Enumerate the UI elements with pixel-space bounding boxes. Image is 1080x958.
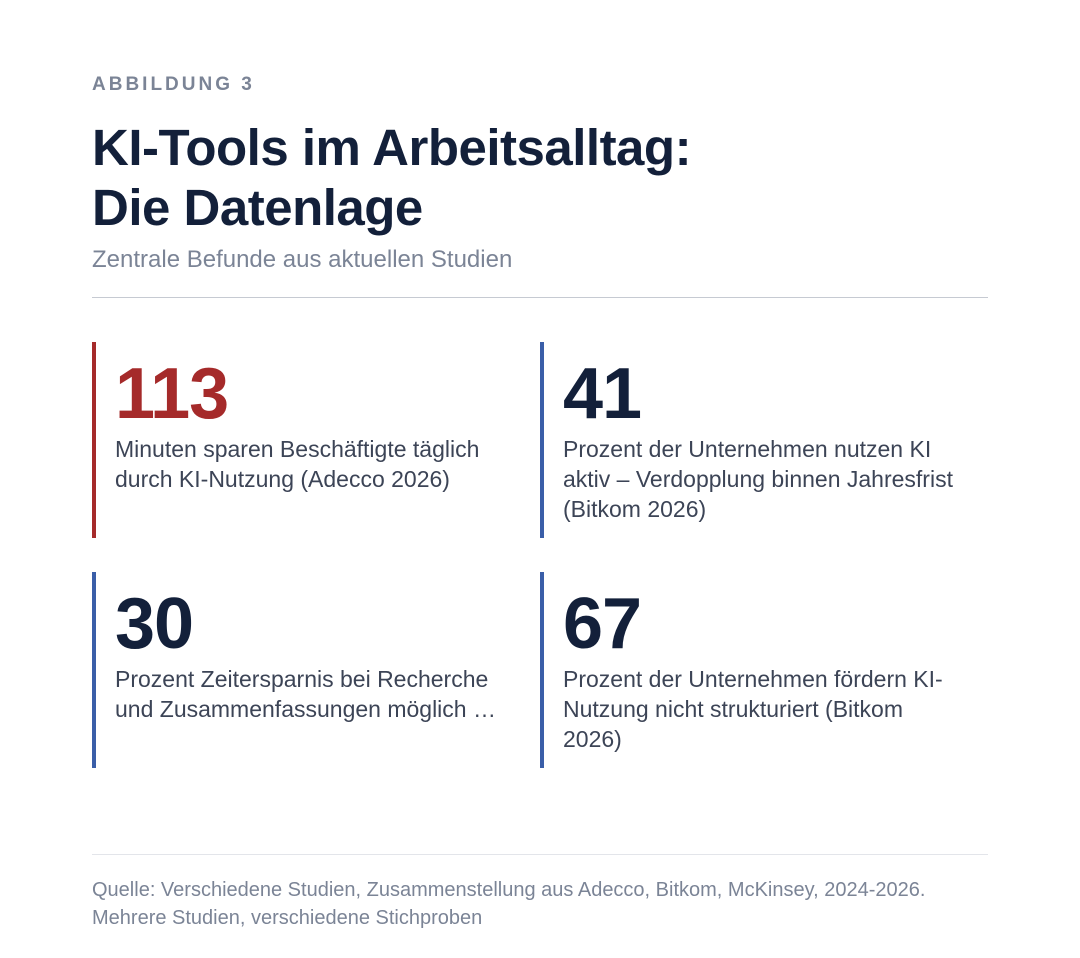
stat-description: Prozent Zeitersparnis bei Recherche und …	[115, 666, 496, 722]
stat-description: Minuten sparen Beschäftigte täglich durc…	[115, 436, 480, 492]
title-line-1: KI-Tools im Arbeitsalltag:	[92, 119, 692, 176]
stat-value: 67	[563, 584, 642, 664]
stat-card-30: 30 Prozent Zeitersparnis bei Recherche u…	[92, 572, 518, 768]
header-divider	[92, 297, 988, 298]
stat-value: 113	[115, 354, 229, 434]
title-line-2: Die Datenlage	[92, 179, 423, 236]
stat-value: 30	[115, 584, 194, 664]
stat-card-67: 67 Prozent der Unternehmen fördern KI-Nu…	[540, 572, 966, 768]
figure-kicker: ABBILDUNG 3	[92, 74, 255, 95]
footer-divider	[92, 854, 988, 855]
stat-description: Prozent der Unternehmen fördern KI-Nutzu…	[563, 666, 943, 752]
source-note: Quelle: Verschiedene Studien, Zusammenst…	[92, 879, 926, 929]
stat-card-113: 113 Minuten sparen Beschäftigte täglich …	[92, 342, 518, 538]
stat-description: Prozent der Unternehmen nutzen KI aktiv …	[563, 436, 953, 522]
stat-grid: 113 Minuten sparen Beschäftigte täglich …	[92, 342, 988, 772]
stat-value: 41	[563, 354, 642, 434]
stat-card-41: 41 Prozent der Unternehmen nutzen KI akt…	[540, 342, 966, 538]
figure-title: KI-Tools im Arbeitsalltag: Die Datenlage	[92, 118, 692, 238]
figure-subtitle: Zentrale Befunde aus aktuellen Studien	[92, 246, 513, 273]
